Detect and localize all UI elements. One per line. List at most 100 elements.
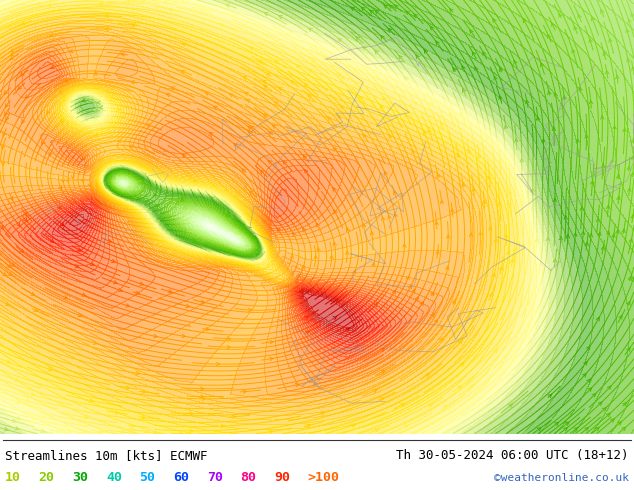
FancyArrowPatch shape: [439, 338, 443, 342]
FancyArrowPatch shape: [389, 5, 393, 8]
FancyArrowPatch shape: [11, 49, 15, 51]
FancyArrowPatch shape: [389, 134, 392, 138]
FancyArrowPatch shape: [507, 251, 510, 254]
FancyArrowPatch shape: [131, 424, 134, 427]
FancyArrowPatch shape: [505, 125, 508, 128]
FancyArrowPatch shape: [581, 231, 585, 235]
Text: 10: 10: [5, 471, 21, 484]
FancyArrowPatch shape: [100, 430, 103, 433]
FancyArrowPatch shape: [381, 370, 385, 373]
FancyArrowPatch shape: [523, 19, 526, 23]
FancyArrowPatch shape: [113, 281, 117, 284]
FancyArrowPatch shape: [293, 233, 296, 236]
FancyArrowPatch shape: [223, 199, 226, 203]
FancyArrowPatch shape: [370, 10, 373, 14]
FancyArrowPatch shape: [303, 155, 307, 159]
FancyArrowPatch shape: [440, 326, 443, 329]
FancyArrowPatch shape: [226, 4, 230, 7]
FancyArrowPatch shape: [592, 17, 595, 21]
FancyArrowPatch shape: [183, 219, 187, 222]
FancyArrowPatch shape: [230, 94, 233, 97]
FancyArrowPatch shape: [457, 153, 460, 157]
FancyArrowPatch shape: [333, 242, 337, 246]
FancyArrowPatch shape: [415, 297, 418, 301]
FancyArrowPatch shape: [94, 72, 97, 75]
FancyArrowPatch shape: [186, 304, 190, 308]
FancyArrowPatch shape: [169, 8, 172, 11]
FancyArrowPatch shape: [602, 408, 606, 411]
FancyArrowPatch shape: [20, 73, 24, 76]
FancyArrowPatch shape: [3, 272, 6, 276]
FancyArrowPatch shape: [283, 161, 287, 165]
FancyArrowPatch shape: [126, 386, 129, 389]
FancyArrowPatch shape: [631, 67, 634, 71]
FancyArrowPatch shape: [168, 290, 172, 293]
FancyArrowPatch shape: [628, 277, 631, 280]
FancyArrowPatch shape: [266, 74, 270, 76]
FancyArrowPatch shape: [404, 76, 408, 80]
FancyArrowPatch shape: [462, 183, 465, 187]
FancyArrowPatch shape: [230, 249, 233, 252]
FancyArrowPatch shape: [388, 215, 391, 219]
FancyArrowPatch shape: [84, 416, 87, 419]
FancyArrowPatch shape: [623, 403, 626, 406]
FancyArrowPatch shape: [574, 233, 577, 236]
FancyArrowPatch shape: [403, 244, 406, 247]
FancyArrowPatch shape: [607, 386, 611, 390]
FancyArrowPatch shape: [559, 14, 562, 17]
FancyArrowPatch shape: [611, 419, 614, 422]
FancyArrowPatch shape: [596, 219, 600, 222]
FancyArrowPatch shape: [338, 73, 342, 76]
FancyArrowPatch shape: [627, 348, 630, 351]
FancyArrowPatch shape: [295, 384, 299, 387]
FancyArrowPatch shape: [301, 266, 305, 270]
FancyArrowPatch shape: [5, 104, 8, 107]
FancyArrowPatch shape: [193, 221, 197, 225]
FancyArrowPatch shape: [616, 75, 619, 79]
FancyArrowPatch shape: [352, 424, 355, 427]
FancyArrowPatch shape: [61, 179, 64, 182]
FancyArrowPatch shape: [42, 415, 45, 418]
FancyArrowPatch shape: [242, 169, 246, 172]
FancyArrowPatch shape: [133, 187, 136, 191]
FancyArrowPatch shape: [100, 106, 103, 109]
FancyArrowPatch shape: [68, 429, 72, 432]
FancyArrowPatch shape: [201, 300, 205, 303]
FancyArrowPatch shape: [209, 133, 213, 136]
FancyArrowPatch shape: [247, 99, 250, 102]
FancyArrowPatch shape: [309, 69, 313, 73]
FancyArrowPatch shape: [361, 7, 365, 11]
FancyArrowPatch shape: [42, 141, 45, 145]
FancyArrowPatch shape: [363, 46, 366, 50]
FancyArrowPatch shape: [601, 246, 605, 250]
Text: ©weatheronline.co.uk: ©weatheronline.co.uk: [494, 472, 629, 483]
FancyArrowPatch shape: [216, 363, 220, 366]
FancyArrowPatch shape: [126, 304, 129, 307]
FancyArrowPatch shape: [309, 28, 313, 31]
FancyArrowPatch shape: [212, 233, 216, 236]
FancyArrowPatch shape: [335, 298, 339, 302]
FancyArrowPatch shape: [322, 56, 326, 59]
FancyArrowPatch shape: [248, 126, 252, 130]
FancyArrowPatch shape: [618, 422, 621, 425]
FancyArrowPatch shape: [612, 234, 615, 238]
FancyArrowPatch shape: [434, 319, 437, 323]
Text: 40: 40: [106, 471, 122, 484]
FancyArrowPatch shape: [61, 119, 64, 123]
FancyArrowPatch shape: [351, 7, 354, 10]
FancyArrowPatch shape: [576, 139, 579, 142]
FancyArrowPatch shape: [78, 314, 82, 317]
FancyArrowPatch shape: [290, 255, 294, 259]
FancyArrowPatch shape: [554, 93, 557, 97]
FancyArrowPatch shape: [100, 2, 103, 5]
FancyArrowPatch shape: [627, 58, 630, 62]
FancyArrowPatch shape: [499, 96, 502, 99]
FancyArrowPatch shape: [510, 259, 514, 263]
FancyArrowPatch shape: [94, 119, 98, 122]
FancyArrowPatch shape: [190, 412, 193, 415]
FancyArrowPatch shape: [250, 191, 253, 195]
FancyArrowPatch shape: [333, 147, 337, 151]
FancyArrowPatch shape: [132, 24, 135, 27]
FancyArrowPatch shape: [441, 122, 444, 126]
FancyArrowPatch shape: [263, 220, 267, 223]
